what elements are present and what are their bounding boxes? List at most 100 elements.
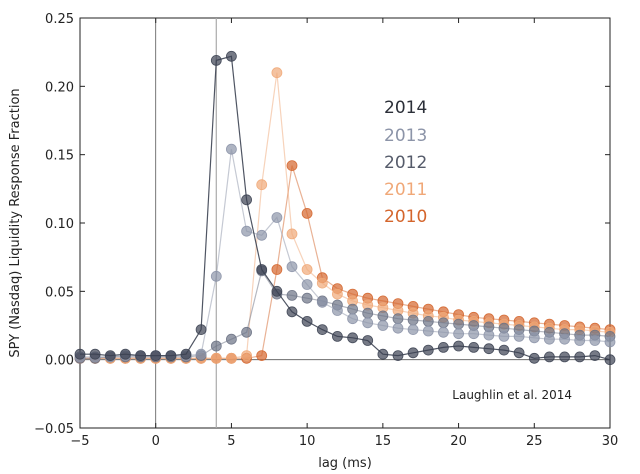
data-point — [301, 279, 313, 290]
data-point — [150, 350, 162, 362]
data-point — [392, 350, 404, 362]
citation-annotation: Laughlin et al. 2014 — [452, 388, 572, 402]
data-point — [286, 228, 298, 240]
y-tick-label: 0.05 — [45, 285, 74, 300]
y-tick-label: −0.05 — [34, 422, 74, 437]
data-point — [407, 314, 419, 326]
data-point — [453, 340, 465, 352]
y-tick-label: 0.20 — [45, 80, 74, 95]
data-point — [483, 343, 495, 355]
data-point — [331, 305, 343, 316]
legend-item-2012: 2012 — [384, 153, 427, 173]
x-tick-label: 25 — [526, 434, 543, 449]
data-point — [104, 350, 116, 362]
data-point — [89, 348, 101, 360]
data-point — [256, 264, 268, 275]
x-tick-label: 5 — [227, 434, 235, 449]
data-point — [195, 348, 207, 360]
data-point — [362, 317, 374, 329]
data-point — [256, 179, 268, 191]
data-point — [301, 264, 313, 275]
x-tick-label: −5 — [70, 434, 89, 449]
data-point — [544, 351, 555, 363]
data-point — [574, 351, 586, 363]
data-point — [180, 348, 192, 360]
legend-item-2010: 2010 — [384, 207, 427, 227]
data-point — [271, 212, 283, 223]
plot-frame — [79, 17, 611, 429]
legend-item-2011: 2011 — [384, 180, 427, 200]
series-2014 — [74, 50, 616, 366]
y-axis-label: SPY (Nasdaq) Liquidity Response Fraction — [8, 88, 23, 357]
data-point — [225, 143, 237, 155]
data-point — [74, 348, 86, 360]
data-point — [347, 313, 359, 325]
data-point — [483, 329, 495, 341]
data-point — [271, 264, 283, 275]
data-point — [347, 303, 359, 315]
data-point — [422, 315, 434, 327]
data-point — [589, 335, 601, 346]
data-point — [392, 322, 404, 334]
data-point — [241, 225, 253, 237]
plot-area: −5 0 5 10 15 20 25 30 −0.05 0.00 0.05 0.10 0.15 0.20 0… — [34, 12, 618, 449]
data-point — [422, 344, 434, 356]
data-point — [135, 350, 147, 362]
data-point — [316, 277, 328, 289]
data-point — [301, 315, 313, 327]
data-point — [362, 307, 374, 319]
data-point — [528, 352, 540, 364]
data-point — [286, 289, 298, 301]
data-point — [225, 352, 237, 364]
data-point — [407, 324, 419, 336]
y-tick-label: 0.10 — [45, 217, 74, 232]
data-point — [422, 325, 434, 337]
data-point — [377, 348, 389, 360]
data-point — [453, 318, 465, 330]
data-point — [498, 344, 510, 356]
legend-item-2013: 2013 — [384, 126, 427, 146]
x-tick-label: 15 — [375, 434, 392, 449]
data-point — [559, 333, 570, 345]
data-point — [210, 340, 222, 352]
data-point — [513, 347, 525, 359]
data-point — [286, 160, 298, 172]
data-point — [589, 350, 601, 362]
data-point — [407, 347, 419, 359]
data-point — [316, 324, 328, 336]
data-point — [468, 341, 480, 353]
x-tick-label: 20 — [450, 434, 467, 449]
data-point — [574, 335, 586, 346]
data-point — [528, 332, 540, 344]
data-point — [498, 330, 510, 342]
data-point — [513, 330, 525, 342]
data-point — [331, 288, 343, 300]
data-point — [256, 229, 268, 241]
data-point — [468, 328, 480, 340]
y-tick-label: 0.00 — [45, 354, 74, 369]
x-tick-label: 10 — [299, 434, 316, 449]
data-point — [604, 336, 616, 348]
x-tick-label: 0 — [152, 434, 160, 449]
data-point — [331, 330, 343, 342]
data-point — [241, 326, 253, 338]
x-axis-label: lag (ms) — [318, 456, 372, 471]
data-point — [316, 296, 328, 308]
data-point — [347, 332, 359, 344]
data-point — [271, 285, 283, 297]
data-point — [225, 333, 237, 345]
data-point — [225, 50, 237, 62]
data-point — [301, 292, 313, 304]
data-point — [437, 341, 449, 353]
data-point — [453, 328, 465, 340]
data-point — [392, 313, 404, 325]
data-point — [210, 270, 222, 282]
data-point — [559, 351, 570, 363]
data-point — [301, 207, 313, 219]
data-point — [362, 335, 374, 346]
data-point — [437, 317, 449, 329]
data-point — [241, 350, 253, 362]
data-point — [377, 310, 389, 322]
data-point — [544, 333, 555, 345]
legend: 2014 2013 2012 2011 2010 — [384, 98, 427, 227]
